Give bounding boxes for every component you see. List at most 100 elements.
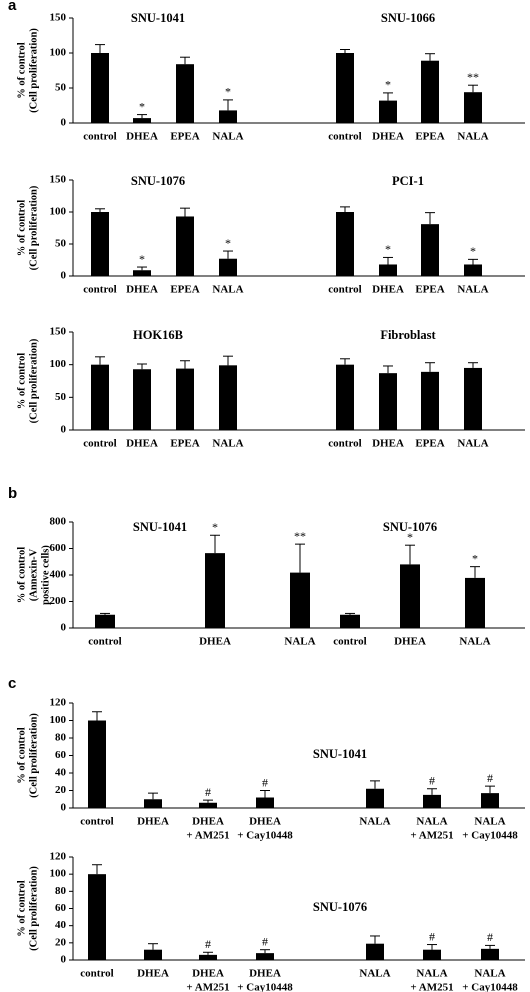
y-axis-label: % of control	[16, 200, 27, 256]
error-bar	[100, 612, 110, 615]
bar	[256, 797, 274, 808]
significance-mark: *	[139, 99, 145, 113]
x-tick-label: DHEA	[372, 284, 404, 296]
error-bar	[370, 935, 380, 944]
x-tick-label: NALA	[459, 636, 490, 648]
y-tick-label: 60	[55, 902, 67, 914]
x-tick-label: DHEA	[137, 968, 169, 980]
x-tick-label: NALA	[457, 131, 488, 143]
x-tick-label: control	[328, 438, 361, 450]
bar	[144, 799, 162, 808]
error-bar	[95, 208, 105, 212]
bar	[91, 53, 109, 123]
error-bar	[223, 250, 233, 259]
y-tick-label: 20	[55, 784, 67, 796]
x-tick-label: + Cay10448	[462, 830, 518, 842]
y-tick-label: 100	[50, 868, 67, 880]
y-tick-label: 40	[55, 919, 67, 931]
bar	[91, 212, 109, 276]
y-tick-label: 0	[61, 424, 67, 436]
error-bar	[427, 944, 437, 950]
error-bar	[260, 949, 270, 954]
error-bar	[383, 365, 393, 374]
error-bar	[210, 534, 220, 554]
x-tick-label: + Cay10448	[462, 982, 518, 992]
y-tick-label: 50	[55, 238, 67, 250]
error-bar	[223, 355, 233, 366]
x-tick-label: + AM251	[186, 982, 229, 992]
bar	[366, 788, 384, 808]
significance-mark: #	[262, 775, 268, 789]
y-tick-label: 50	[55, 82, 67, 94]
x-tick-label: DHEA	[192, 968, 224, 980]
error-bar	[383, 92, 393, 101]
significance-mark: **	[467, 70, 479, 84]
panel-label: b	[8, 485, 17, 502]
bar	[340, 614, 360, 628]
bar	[336, 364, 354, 430]
y-tick-label: 0	[61, 954, 67, 966]
bar	[88, 874, 106, 960]
bar	[421, 224, 439, 276]
bar	[290, 572, 310, 628]
x-tick-label: control	[83, 131, 116, 143]
significance-mark: *	[225, 236, 231, 250]
y-axis-label: % of control	[16, 547, 27, 603]
error-bar	[340, 49, 350, 53]
error-bar	[468, 362, 478, 368]
y-tick-label: 80	[55, 732, 67, 744]
bar	[219, 258, 237, 276]
significance-mark: **	[294, 529, 306, 543]
bar	[465, 577, 485, 628]
y-axis-label: (Annexin-V	[28, 548, 39, 601]
error-bar	[180, 360, 190, 369]
error-bar	[148, 943, 158, 950]
x-tick-label: + AM251	[410, 830, 453, 842]
significance-mark: *	[385, 242, 391, 256]
error-bar	[137, 266, 147, 271]
error-bar	[425, 362, 435, 372]
x-tick-label: NALA	[474, 968, 505, 980]
bar	[219, 110, 237, 123]
group-title: SNU-1076	[313, 900, 367, 914]
error-bar	[92, 711, 102, 721]
y-axis-label: % of control	[16, 42, 27, 98]
x-tick-label: control	[328, 284, 361, 296]
bar	[481, 948, 499, 960]
y-axis-label: % of control	[16, 353, 27, 409]
x-tick-label: DHEA	[126, 438, 158, 450]
group-title: SNU-1041	[313, 747, 367, 761]
group-title: SNU-1076	[131, 174, 185, 188]
group-title: Fibroblast	[380, 328, 436, 342]
y-tick-label: 800	[50, 516, 67, 528]
x-tick-label: EPEA	[415, 438, 444, 450]
y-tick-label: 100	[50, 206, 67, 218]
x-tick-label: + Cay10448	[237, 982, 293, 992]
x-tick-label: control	[83, 438, 116, 450]
x-tick-label: DHEA	[249, 968, 281, 980]
bar	[256, 953, 274, 960]
bar	[379, 264, 397, 276]
x-tick-label: + Cay10448	[237, 830, 293, 842]
error-bar	[468, 258, 478, 265]
bar	[464, 367, 482, 430]
y-tick-label: 0	[61, 270, 67, 282]
error-bar	[340, 206, 350, 212]
x-tick-label: DHEA	[394, 636, 426, 648]
group-title: SNU-1041	[133, 520, 187, 534]
error-bar	[425, 212, 435, 225]
x-tick-label: DHEA	[126, 131, 158, 143]
y-tick-label: 150	[50, 326, 67, 338]
error-bar	[405, 544, 415, 565]
bar	[423, 794, 441, 808]
panel-label: c	[8, 675, 16, 692]
bar	[219, 365, 237, 430]
x-tick-label: NALA	[457, 438, 488, 450]
significance-mark: #	[205, 785, 211, 799]
x-tick-label: control	[83, 284, 116, 296]
bar	[464, 92, 482, 123]
bar	[464, 264, 482, 276]
x-tick-label: + AM251	[186, 830, 229, 842]
y-tick-label: 80	[55, 885, 67, 897]
bar	[199, 954, 217, 960]
